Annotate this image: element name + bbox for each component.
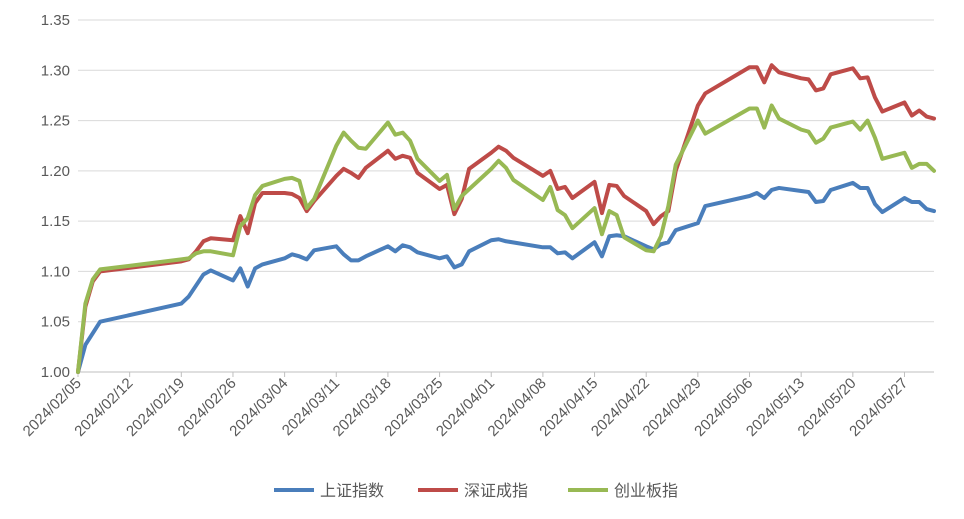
y-tick-labels: 1.00 1.05 1.10 1.15 1.20 1.25 1.30 1.35: [41, 12, 70, 381]
y-tick-label: 1.15: [41, 213, 70, 230]
legend-label: 创业板指: [614, 482, 678, 500]
y-tick-label: 1.25: [41, 113, 70, 130]
x-tick-labels: 2024/02/052024/02/122024/02/192024/02/26…: [20, 375, 912, 440]
legend-label: 上证指数: [320, 482, 384, 500]
y-tick-label: 1.30: [41, 62, 70, 79]
y-tick-label: 1.20: [41, 163, 70, 180]
legend-label: 深证成指: [464, 482, 528, 500]
y-tick-label: 1.00: [41, 364, 70, 381]
y-tick-label: 1.10: [41, 263, 70, 280]
series-line-2: [76, 63, 936, 374]
series-line-3: [76, 103, 936, 374]
legend: 上证指数 深证成指 创业板指: [274, 482, 678, 500]
grid-lines: [78, 19, 934, 323]
y-tick-label: 1.35: [41, 12, 70, 29]
y-tick-label: 1.05: [41, 314, 70, 331]
series-lines: [76, 63, 936, 374]
series-line-1: [76, 180, 936, 374]
axes: [77, 371, 934, 377]
